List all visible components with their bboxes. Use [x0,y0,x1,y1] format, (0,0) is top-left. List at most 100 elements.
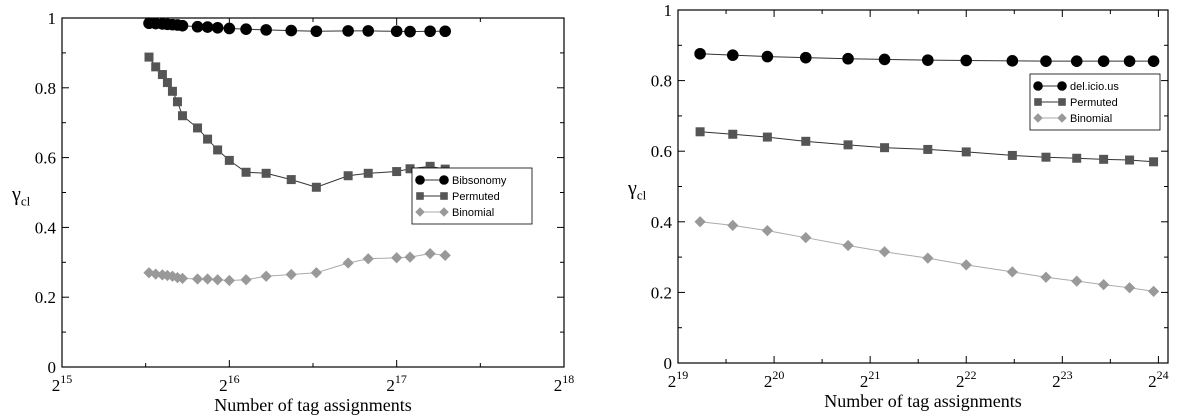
x-tick-base: 2 [554,376,563,395]
y-tick-label: 0 [664,354,673,373]
data-point [424,25,436,38]
data-point [201,273,214,285]
series-bibsonomy [143,17,451,38]
data-point [176,19,189,32]
x-tick-label: 217 [386,372,407,395]
data-point [922,252,934,264]
data-point [260,270,272,282]
x-tick-exponent: 18 [562,372,574,386]
x-tick-base: 2 [956,372,965,391]
legend-marker [416,192,424,200]
data-point [203,134,213,144]
x-tick-label: 222 [956,368,977,391]
legend: del.icio.us Permuted Binomial [1029,73,1161,131]
data-point [1123,55,1136,67]
data-point [362,253,374,265]
data-point [843,140,853,150]
y-tick-label: 0.6 [651,142,672,161]
x-tick-exponent: 17 [395,372,407,386]
data-point [800,232,812,244]
x-tick-label: 218 [554,372,575,395]
data-point [1041,152,1051,162]
data-point [922,54,934,66]
y-tick-label: 0.4 [651,213,673,232]
data-point [961,147,971,157]
y-tick-label: 0.8 [651,72,672,91]
data-point [342,257,354,269]
data-point [392,167,402,177]
y-axis-title: γcl [627,178,647,203]
data-point [310,25,323,38]
data-point [191,273,204,285]
x-tick-exponent: 19 [676,368,688,382]
y-tick-label: 0 [48,358,57,377]
y-tick-label: 0.2 [35,288,56,307]
legend-marker [1033,81,1043,91]
data-point [285,24,298,37]
data-point [726,49,739,61]
data-point [211,274,224,286]
data-point [1006,266,1018,278]
data-point [223,274,235,287]
data-point [144,52,154,62]
y-axis-subscript: cl [637,188,647,203]
legend-label: Bibsonomy [452,175,507,187]
legend-marker [415,175,425,185]
x-tick-base: 2 [1148,372,1157,391]
y-tick-label: 0.2 [651,283,672,302]
x-tick-base: 2 [219,376,228,395]
data-point [728,129,738,139]
data-point [363,168,373,178]
data-point [167,86,177,96]
legend-marker [1057,113,1067,123]
data-point [878,53,891,66]
x-tick-base: 2 [668,372,677,391]
data-point [1097,55,1110,67]
data-point [1147,285,1160,297]
data-point [157,70,167,80]
series-permuted [144,52,450,192]
data-point [842,239,854,252]
data-point [761,50,774,63]
x-tick-exponent: 15 [60,372,72,386]
data-point [1149,157,1159,167]
data-point [695,127,705,137]
legend: Bibsonomy Permuted Binomial [411,167,533,225]
data-point [1071,275,1083,287]
data-point [404,251,416,263]
data-point [439,25,451,38]
series-binomial [694,216,1160,297]
data-point [439,249,451,261]
data-point [162,78,172,88]
x-tick-label: 216 [219,372,240,395]
data-point [342,25,354,37]
data-point [260,24,272,36]
x-tick-base: 2 [764,372,773,391]
x-tick-label: 223 [1052,368,1073,391]
data-point [960,259,972,271]
data-point [390,25,403,38]
data-point [240,23,252,35]
data-point [425,161,435,171]
data-point [923,144,933,154]
data-point [1007,150,1017,160]
x-tick-label: 215 [52,372,73,395]
x-tick-base: 2 [386,376,395,395]
legend-marker [1033,113,1043,123]
x-tick-label: 221 [860,368,881,391]
data-point [694,47,706,60]
data-point [310,267,322,279]
data-point [1072,153,1082,163]
data-point [1040,55,1052,67]
x-tick-base: 2 [52,376,61,395]
series-binomial [143,247,451,287]
legend-marker [439,207,449,217]
data-point [801,136,811,146]
x-tick-label: 219 [668,368,689,391]
x-tick-exponent: 22 [964,368,976,382]
data-point [1098,279,1110,291]
data-point [213,145,223,155]
data-point [191,20,204,33]
